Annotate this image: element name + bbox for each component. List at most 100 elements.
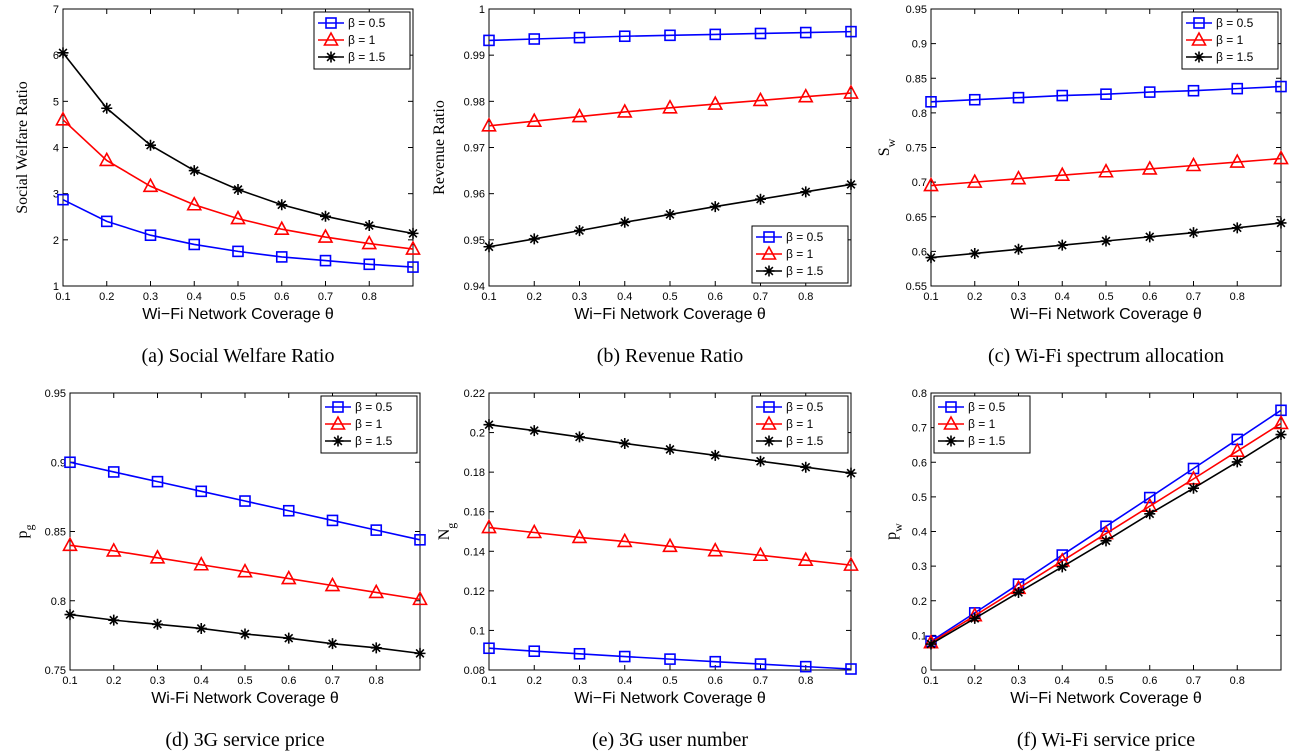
- x-tick-label: 0.8: [369, 675, 384, 687]
- x-tick-label: 0.1: [923, 675, 938, 687]
- y-axis-label-subscript: g: [444, 523, 458, 529]
- y-tick-label: 0: [921, 665, 927, 677]
- legend-marker: [325, 17, 337, 29]
- data-point: [405, 240, 421, 255]
- x-tick-label: 0.2: [106, 675, 121, 687]
- data-point: [573, 31, 586, 44]
- data-point: [326, 514, 339, 527]
- legend-label: β = 1.5: [355, 434, 393, 448]
- y-axis-label: pw: [883, 523, 905, 540]
- y-axis-label-main: S: [876, 147, 893, 156]
- legend-label: β = 0.5: [1216, 16, 1254, 30]
- series-group: [481, 419, 859, 675]
- x-axis-label: Wi−Fi Network Coverage θ: [142, 306, 334, 323]
- series-line-1: [69, 461, 421, 541]
- data-point: [707, 542, 724, 557]
- data-point: [662, 537, 678, 553]
- x-tick-label: 0.7: [318, 291, 333, 303]
- x-tick-label: 0.5: [230, 291, 245, 303]
- legend: β = 0.5 β = 1 β = 1.5: [313, 11, 411, 70]
- data-point: [664, 208, 676, 220]
- legend-marker: [943, 415, 959, 430]
- data-point: [1273, 414, 1289, 430]
- data-point: [923, 176, 939, 192]
- x-tick-label: 0.3: [572, 291, 587, 303]
- x-tick-label: 0.4: [187, 291, 202, 303]
- legend-marker: [332, 401, 344, 413]
- data-point: [195, 622, 207, 634]
- data-point: [619, 216, 631, 228]
- data-point: [843, 84, 859, 99]
- legend-label: β = 1: [1216, 33, 1244, 47]
- series-group: [55, 47, 421, 273]
- data-point: [752, 91, 769, 107]
- x-tick-label: 0.7: [1186, 675, 1201, 687]
- y-tick-label: 0.2: [912, 596, 927, 608]
- data-point: [1231, 456, 1243, 468]
- data-point: [925, 95, 937, 108]
- data-point: [414, 647, 426, 659]
- series-line-1: [930, 85, 1282, 103]
- data-point: [483, 642, 495, 655]
- x-tick-label: 0.3: [1011, 675, 1026, 687]
- x-tick-label: 0.2: [527, 675, 542, 687]
- data-point: [1012, 91, 1025, 104]
- subfigure-caption: (c) Wi-Fi spectrum allocation: [988, 345, 1224, 367]
- data-point: [754, 27, 767, 40]
- x-tick-label: 0.4: [1055, 675, 1070, 687]
- data-point: [98, 151, 115, 167]
- y-tick-label: 7: [53, 4, 59, 16]
- y-tick-label: 0.99: [464, 50, 485, 62]
- x-tick-label: 0.2: [967, 291, 982, 303]
- x-tick-label: 0.7: [753, 291, 768, 303]
- data-point: [664, 29, 676, 42]
- x-tick-label: 0.8: [1230, 675, 1245, 687]
- data-point: [481, 117, 497, 132]
- x-tick-label: 0.3: [150, 675, 165, 687]
- x-tick-label: 0.3: [1011, 291, 1026, 303]
- x-tick-label: 0.6: [274, 291, 289, 303]
- data-point: [528, 645, 541, 658]
- subfigure-caption: (b) Revenue Ratio: [597, 345, 744, 367]
- data-point: [528, 33, 541, 45]
- data-point: [1229, 442, 1246, 457]
- x-tick-label: 0.4: [194, 675, 209, 687]
- data-point: [1144, 231, 1156, 243]
- data-point: [282, 504, 295, 517]
- data-point: [754, 658, 767, 670]
- data-point: [843, 556, 859, 571]
- legend-label: β = 0.5: [968, 400, 1006, 414]
- legend-label: β = 0.5: [348, 16, 386, 30]
- data-point: [845, 178, 857, 190]
- data-point: [483, 419, 495, 431]
- x-tick-label: 0.4: [617, 675, 632, 687]
- x-tick-label: 0.1: [55, 291, 70, 303]
- data-point: [574, 431, 585, 443]
- data-point: [193, 556, 210, 571]
- y-tick-label: 0.75: [906, 143, 927, 155]
- data-point: [707, 95, 724, 110]
- data-point: [526, 523, 543, 539]
- x-tick-label: 0.1: [923, 291, 938, 303]
- data-point: [968, 93, 981, 106]
- data-point: [925, 252, 937, 264]
- y-tick-label: 0.97: [464, 143, 485, 155]
- y-tick-label: 0.85: [906, 73, 927, 85]
- y-axis-label: pg: [14, 525, 36, 539]
- data-point: [1013, 243, 1024, 255]
- y-tick-label: 0.96: [464, 189, 485, 201]
- legend-marker: [763, 265, 775, 277]
- data-point: [1143, 491, 1156, 504]
- x-tick-label: 0.3: [143, 291, 158, 303]
- y-axis-label: Sw: [876, 138, 898, 156]
- legend: β = 0.5 β = 1 β = 1.5: [933, 395, 1031, 454]
- data-point: [195, 485, 208, 498]
- x-tick-label: 0.5: [662, 291, 677, 303]
- y-tick-label: 0.14: [464, 546, 485, 558]
- y-tick-label: 6: [53, 50, 59, 62]
- x-tick-label: 0.1: [62, 675, 77, 687]
- data-point: [1013, 586, 1024, 598]
- y-tick-label: 0.8: [912, 388, 927, 400]
- data-point: [232, 245, 244, 258]
- chart-panel-3: 0.1 0.2 0.3 0.4 0.5 0.6 0.7 0.8 0.55 0.6 0.65 0.7 0.…: [876, 4, 1289, 367]
